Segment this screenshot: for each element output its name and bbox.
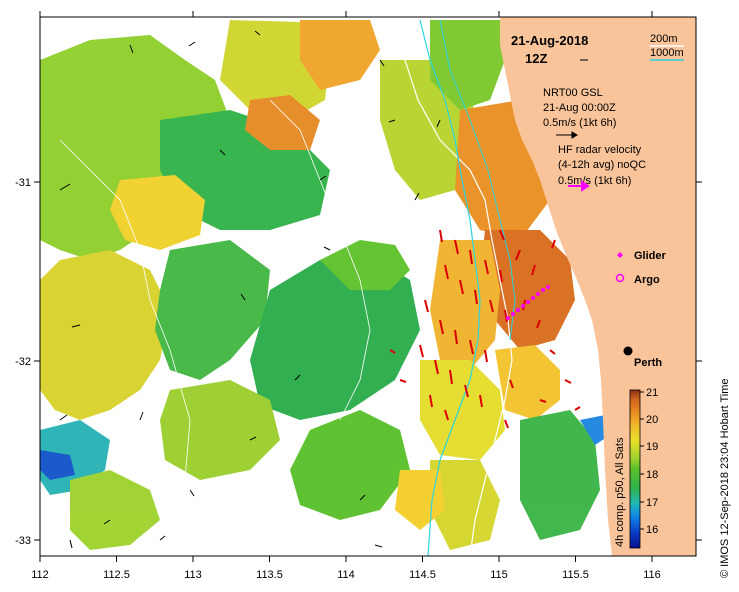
lon-tick-8: 116 — [643, 569, 661, 581]
glider-track — [506, 285, 550, 320]
contour-1000m — [419, 19, 481, 556]
argo-marker-icon — [615, 273, 625, 283]
map-plot-area — [40, 17, 696, 556]
land-mass — [500, 17, 696, 556]
model-vectors — [59, 30, 588, 549]
colorbar-ticks — [640, 391, 644, 530]
lat-tick-2: -33 — [15, 535, 31, 547]
lon-tick-3: 113.5 — [256, 569, 283, 581]
sst-field — [40, 20, 610, 550]
nrt-line-2: 21-Aug 00:00Z — [543, 102, 616, 114]
contour-1000m-inner — [439, 19, 516, 341]
perth-marker-icon — [623, 346, 633, 356]
nrt-line-3: 0.5m/s (1kt 6h) — [543, 117, 616, 129]
hf-line-1: HF radar velocity — [558, 144, 642, 156]
hf-line-3: 0.5m/s (1kt 6h) — [558, 175, 631, 187]
lon-tick-0: 112 — [31, 569, 49, 581]
colorbar-tick-3: 18 — [646, 469, 658, 481]
hf-radar-vectors — [389, 229, 581, 429]
credit-text: © IMOS 12-Sep-2018 23:04 Hobart Time — [719, 379, 731, 578]
contour-label-200m: 200m — [650, 33, 678, 45]
lon-tick-5: 114.5 — [409, 569, 436, 581]
lon-tick-6: 115 — [490, 569, 508, 581]
nrt-line-1: NRT00 GSL — [543, 87, 603, 99]
glider-label: Glider — [634, 250, 667, 262]
map-hour: 12Z — [525, 51, 547, 66]
city-label: Perth — [634, 357, 662, 369]
map-date: 21-Aug-2018 — [511, 33, 588, 48]
plot-frame — [39, 16, 697, 557]
colorbar-tick-4: 17 — [646, 497, 658, 509]
hf-line-2: (4-12h avg) noQC — [558, 159, 646, 171]
colorbar-label: 4h comp. p50, All Sats — [614, 437, 626, 547]
lon-tick-1: 112.5 — [103, 569, 130, 581]
glider-marker-icon — [617, 252, 623, 258]
colorbar-tick-1: 20 — [646, 414, 658, 426]
contour-label-1000m: 1000m — [650, 47, 684, 59]
sst-contour-2 — [269, 99, 371, 421]
lon-tick-2: 113 — [184, 569, 202, 581]
lat-tick-1: -32 — [15, 356, 31, 368]
colorbar — [629, 389, 641, 549]
lon-axis — [39, 11, 653, 562]
hf-scale-arrow-icon — [568, 180, 590, 192]
colorbar-tick-0: 21 — [646, 387, 658, 399]
lat-tick-0: -31 — [15, 177, 31, 189]
lon-tick-7: 115.5 — [562, 569, 589, 581]
argo-label: Argo — [634, 274, 660, 286]
nrt-scale-arrow-icon — [556, 131, 578, 139]
colorbar-tick-2: 19 — [646, 441, 658, 453]
colorbar-tick-5: 16 — [646, 524, 658, 536]
contour-200m — [394, 19, 513, 556]
lon-tick-4: 114 — [337, 569, 355, 581]
lat-axis — [34, 181, 702, 541]
sst-contour-1 — [59, 139, 191, 481]
